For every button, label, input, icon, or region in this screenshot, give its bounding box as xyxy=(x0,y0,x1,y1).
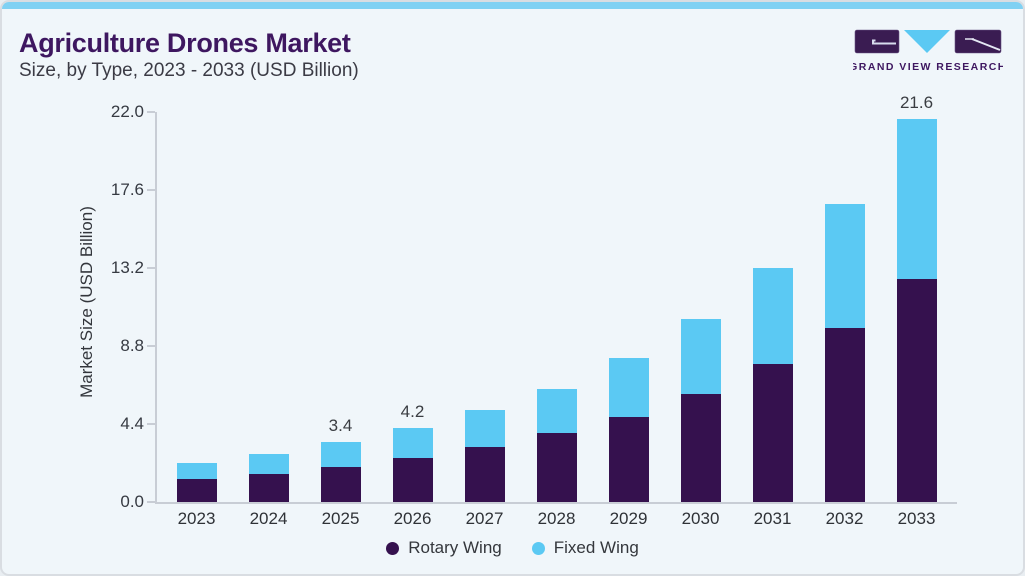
y-tick-mark xyxy=(147,267,155,269)
y-axis-title: Market Size (USD Billion) xyxy=(77,206,96,398)
bar-rotary-wing-2024 xyxy=(248,473,289,502)
legend-item-fixed-wing: Fixed Wing xyxy=(531,538,639,558)
bar-fixed-wing-2024 xyxy=(248,454,289,474)
bar-fixed-wing-2025 xyxy=(320,441,361,467)
y-tick-label: 17.6 xyxy=(110,180,144,199)
legend-item-rotary-wing: Rotary Wing xyxy=(386,538,502,558)
top-accent-strip xyxy=(2,2,1023,9)
y-tick-mark xyxy=(147,111,155,113)
bar-rotary-wing-2026 xyxy=(392,457,433,502)
x-tick-label-2031: 2031 xyxy=(753,509,792,528)
logo-brand-text: GRAND VIEW RESEARCH xyxy=(853,61,1003,73)
y-tick-label: 22.0 xyxy=(110,102,144,121)
x-tick-label-2033: 2033 xyxy=(897,509,936,528)
bar-rotary-wing-2029 xyxy=(608,416,649,502)
bar-rotary-wing-2028 xyxy=(536,432,577,502)
bar-total-label-2026: 4.2 xyxy=(400,401,425,421)
x-tick-label-2026: 2026 xyxy=(393,509,432,528)
logo-v-triangle xyxy=(904,30,950,53)
bar-rotary-wing-2031 xyxy=(752,363,793,502)
logo-g-block xyxy=(854,29,900,54)
x-tick-label-2025: 2025 xyxy=(321,509,360,528)
legend-marker-icon xyxy=(531,541,545,555)
y-tick-label: 13.2 xyxy=(110,258,144,277)
logo-r-leg xyxy=(971,38,1001,51)
bar-rotary-wing-2030 xyxy=(680,393,721,502)
grand-view-research-logo: GRAND VIEW RESEARCH xyxy=(853,29,1003,73)
bar-fixed-wing-2028 xyxy=(536,388,577,433)
legend-marker-icon xyxy=(386,541,400,555)
x-tick-label-2029: 2029 xyxy=(609,509,648,528)
y-tick-mark xyxy=(147,423,155,425)
bar-fixed-wing-2026 xyxy=(392,427,433,458)
chart-legend: Rotary Wing Fixed Wing xyxy=(2,538,1023,558)
x-tick-label-2030: 2030 xyxy=(681,509,720,528)
y-tick-label: 4.4 xyxy=(120,414,144,433)
bar-rotary-wing-2023 xyxy=(176,478,217,502)
legend-label: Fixed Wing xyxy=(553,538,639,557)
x-tick-label-2024: 2024 xyxy=(249,509,288,528)
y-tick-mark xyxy=(147,501,155,503)
y-tick-label: 0.0 xyxy=(120,492,144,511)
y-tick-label: 8.8 xyxy=(120,336,144,355)
logo-mark xyxy=(854,29,1002,54)
page-subtitle: Size, by Type, 2023 - 2033 (USD Billion) xyxy=(19,60,359,81)
x-tick-label-2027: 2027 xyxy=(465,509,504,528)
y-tick-mark xyxy=(147,189,155,191)
x-tick-label-2032: 2032 xyxy=(825,509,864,528)
x-tick-label-2023: 2023 xyxy=(177,509,216,528)
bar-fixed-wing-2029 xyxy=(608,358,649,417)
y-axis-line xyxy=(155,112,157,504)
bar-rotary-wing-2033 xyxy=(896,278,937,502)
bar-fixed-wing-2032 xyxy=(824,204,865,329)
bar-fixed-wing-2030 xyxy=(680,319,721,394)
x-tick-label-2028: 2028 xyxy=(537,509,576,528)
bar-total-label-2033: 21.6 xyxy=(899,93,934,113)
bar-rotary-wing-2027 xyxy=(464,447,505,502)
bar-fixed-wing-2031 xyxy=(752,268,793,364)
y-tick-mark xyxy=(147,345,155,347)
page-title: Agriculture Drones Market xyxy=(19,28,351,58)
bar-total-label-2025: 3.4 xyxy=(328,415,353,435)
bar-fixed-wing-2023 xyxy=(176,463,217,479)
legend-label: Rotary Wing xyxy=(408,538,502,557)
bar-rotary-wing-2032 xyxy=(824,328,865,502)
bar-rotary-wing-2025 xyxy=(320,466,361,502)
x-axis-line xyxy=(155,502,957,504)
bar-fixed-wing-2033 xyxy=(896,119,937,279)
bar-fixed-wing-2027 xyxy=(464,409,505,448)
